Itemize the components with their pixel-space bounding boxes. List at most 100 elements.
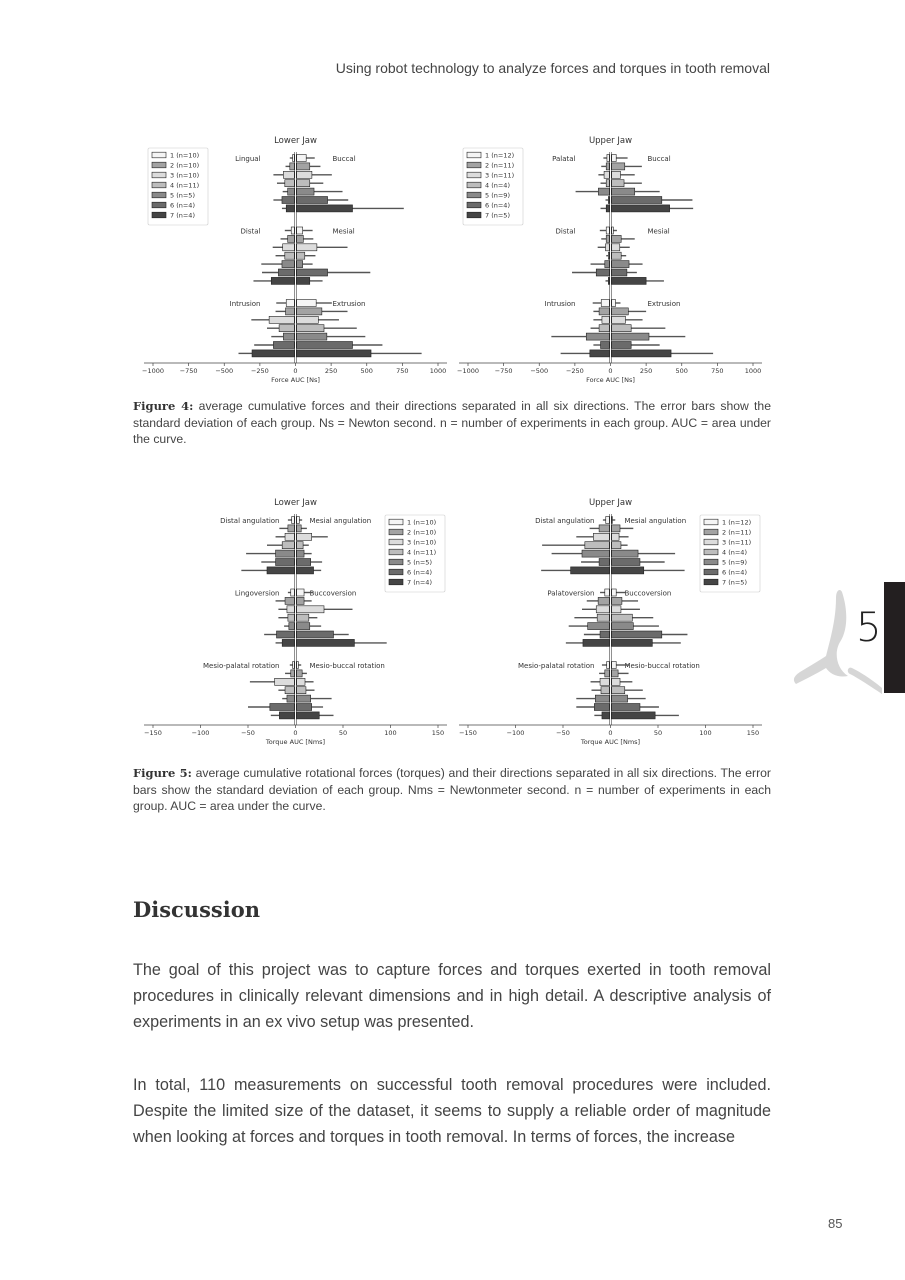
legend-swatch-group-5	[388, 558, 404, 566]
bar-pos-group-5	[611, 622, 634, 630]
bar-neg-group-1	[605, 516, 610, 524]
bar-pos-group-3	[611, 316, 626, 324]
bar-pos-group-1	[611, 588, 617, 597]
bar-pos-group-1	[296, 299, 317, 307]
bar-neg-group-2	[287, 235, 295, 243]
bar-pos-group-7	[611, 204, 670, 213]
legend-swatch-group-2	[466, 161, 482, 169]
bar-pos-group-5	[611, 332, 650, 341]
figure-5-lower-jaw-chart: Lower Jaw Distal angulation Mesial angulat…	[140, 492, 450, 752]
bar-neg-group-7	[266, 566, 295, 575]
x-axis-label: Force AUC [Ns]	[271, 376, 320, 384]
x-tick-label: 750	[396, 367, 408, 375]
direction-label-negative: Mesio-palatal rotation	[203, 662, 280, 670]
x-axis-label: Force AUC [Ns]	[586, 376, 635, 384]
x-tick-label: −500	[530, 367, 548, 375]
figure-5-label: Figure 5:	[133, 766, 192, 780]
bar-neg-group-3	[274, 678, 295, 686]
legend-swatch-group-1	[388, 518, 404, 526]
bar-pos-group-1	[296, 588, 305, 597]
bar-pos-group-2	[611, 524, 621, 533]
bar-pos-group-6	[611, 703, 641, 711]
direction-label-positive: Buccoversion	[310, 590, 357, 598]
direction-label-negative: Palatoversion	[547, 590, 594, 598]
bar-pos-group-7	[611, 711, 656, 720]
legend-label: 4 (n=11)	[407, 548, 436, 556]
bar-neg-group-5	[587, 622, 610, 630]
legend-label: 5 (n=5)	[170, 191, 195, 199]
legend-label: 5 (n=9)	[485, 191, 510, 199]
bar-neg-group-6	[595, 268, 610, 277]
bar-neg-group-2	[287, 524, 295, 533]
legend-label: 6 (n=4)	[485, 201, 510, 209]
legend-label: 7 (n=5)	[485, 211, 510, 219]
bar-neg-group-2	[290, 669, 295, 678]
bar-neg-group-5	[286, 694, 295, 703]
bar-neg-group-2	[285, 307, 295, 316]
figure-5-upper-jaw-chart: Upper Jaw Distal angulation Mesial angulat…	[455, 492, 765, 752]
bar-pos-group-2	[296, 162, 311, 171]
bar-neg-group-1	[605, 226, 610, 235]
bar-neg-group-1	[290, 226, 295, 235]
bar-neg-group-4	[605, 179, 610, 188]
bar-pos-group-1	[296, 154, 307, 162]
direction-label-positive: Buccoversion	[625, 590, 672, 598]
legend-label: 6 (n=4)	[722, 568, 747, 576]
bar-pos-group-4	[296, 686, 307, 694]
bar-pos-group-3	[296, 678, 306, 686]
x-tick-label: −750	[180, 367, 198, 375]
legend-label: 1 (n=12)	[485, 151, 514, 159]
bar-neg-group-4	[608, 251, 610, 260]
legend-swatch-group-7	[151, 211, 167, 219]
legend-label: 5 (n=5)	[407, 558, 432, 566]
bar-neg-group-6	[599, 630, 610, 639]
legend-label: 6 (n=4)	[170, 201, 195, 209]
bar-neg-group-2	[284, 597, 295, 605]
x-tick-label: 500	[676, 367, 688, 375]
bar-neg-group-6	[273, 341, 295, 349]
bar-pos-group-6	[296, 196, 328, 204]
x-tick-label: −1000	[142, 367, 164, 375]
bar-pos-group-6	[611, 268, 628, 277]
bar-pos-group-6	[296, 703, 312, 711]
bar-pos-group-7	[611, 566, 645, 575]
legend-label: 2 (n=11)	[722, 528, 751, 536]
page-number: 85	[828, 1216, 843, 1231]
figure-4-lower-jaw-chart: Lower Jaw Lingual Buccal Distal Mesial Intrus…	[140, 130, 450, 390]
bar-pos-group-7	[296, 204, 353, 213]
legend-label: 6 (n=4)	[407, 568, 432, 576]
bar-pos-group-2	[611, 307, 629, 316]
direction-label-positive: Mesial	[648, 228, 670, 236]
figure-5-caption-text: average cumulative rotational forces (to…	[133, 766, 771, 813]
bar-neg-group-7	[570, 566, 610, 575]
x-tick-label: 1000	[430, 367, 447, 375]
bar-neg-group-5	[604, 260, 610, 268]
bar-pos-group-4	[296, 251, 306, 260]
x-tick-label: −150	[459, 729, 477, 737]
legend-swatch-group-4	[466, 181, 482, 189]
bar-pos-group-7	[296, 566, 314, 575]
bar-pos-group-1	[611, 516, 613, 524]
legend-label: 7 (n=4)	[407, 578, 432, 586]
bar-pos-group-2	[296, 524, 302, 533]
x-axis-label: Torque AUC [Nms]	[265, 738, 325, 746]
legend-label: 5 (n=9)	[722, 558, 747, 566]
bar-neg-group-1	[285, 299, 295, 307]
bar-pos-group-5	[296, 260, 303, 268]
bar-neg-group-1	[292, 154, 295, 162]
bar-neg-group-7	[270, 277, 295, 285]
direction-label-positive: Buccal	[648, 155, 671, 163]
legend-label: 2 (n=10)	[407, 528, 436, 536]
legend-swatch-group-4	[151, 181, 167, 189]
bar-pos-group-1	[611, 154, 617, 162]
bar-neg-group-3	[601, 316, 610, 324]
x-tick-label: 50	[339, 729, 347, 737]
x-tick-label: −250	[566, 367, 584, 375]
bar-pos-group-3	[296, 316, 319, 324]
bar-neg-group-6	[598, 558, 610, 566]
bar-pos-group-5	[611, 187, 636, 196]
bar-neg-group-3	[268, 316, 295, 324]
bar-neg-group-7	[601, 711, 610, 720]
direction-label-negative: Distal	[556, 228, 576, 236]
legend-label: 1 (n=10)	[407, 518, 436, 526]
